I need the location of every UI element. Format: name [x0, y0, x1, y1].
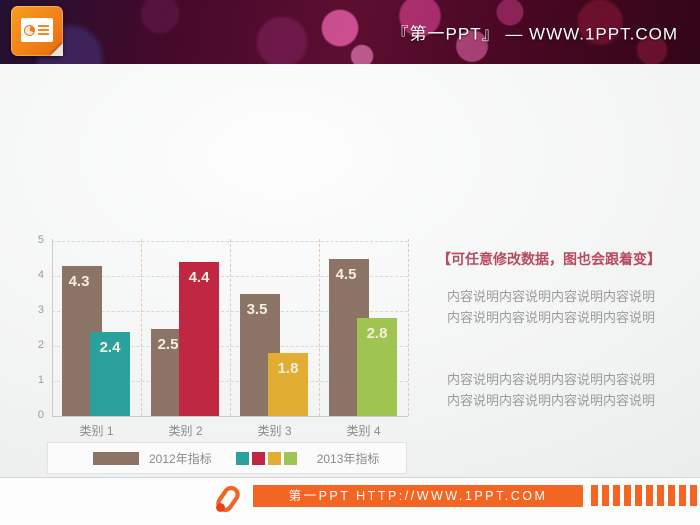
category-label: 类别 4 — [346, 424, 381, 438]
grid-line — [141, 239, 142, 416]
bar-value-label: 4.5 — [335, 265, 357, 283]
bar-value-label: 2.8 — [366, 325, 388, 342]
panel-paragraph-1: 内容说明内容说明内容说明内容说明 内容说明内容说明内容说明内容说明 — [447, 286, 667, 328]
y-axis-line — [52, 239, 53, 416]
bar-value-label: 4.4 — [188, 269, 210, 286]
site-url-link[interactable]: 第一PPT HTTP://WWW.1PPT.COM — [253, 485, 583, 507]
barcode-bar — [668, 485, 675, 506]
barcode-bar — [690, 485, 697, 506]
site-brand-text: 『第一PPT』 — WWW.1PPT.COM — [391, 24, 678, 44]
axis-tick-label: 0 — [37, 409, 44, 421]
barcode-bar — [635, 485, 642, 506]
bar-value-label: 1.8 — [277, 360, 299, 377]
powerpoint-document-icon — [11, 6, 63, 56]
x-axis-baseline — [52, 416, 408, 417]
axis-tick-label: 5 — [37, 234, 44, 246]
barcode-bar — [657, 485, 664, 506]
page-curl-decoration — [50, 43, 63, 56]
footer-bar: 第一PPT HTTP://WWW.1PPT.COM — [0, 477, 700, 525]
panel-text-line: 内容说明内容说明内容说明内容说明 — [447, 289, 656, 304]
axis-tick-label: 4 — [37, 269, 44, 281]
top-banner: 『第一PPT』 — WWW.1PPT.COM — [0, 0, 700, 64]
bar-value-label: 4.3 — [68, 272, 90, 290]
slide-thumbnail-graphic — [21, 18, 53, 42]
legend-color-square — [267, 451, 281, 465]
bar — [90, 332, 130, 416]
bar — [357, 318, 397, 416]
pie-chart-icon — [24, 24, 35, 36]
text-lines-icon — [38, 25, 49, 35]
panel-text-line: 内容说明内容说明内容说明内容说明 — [447, 372, 656, 387]
category-label: 类别 1 — [79, 424, 114, 438]
barcode-decoration — [591, 485, 700, 506]
slide-canvas: 2012年指标 2013年指标 0 1 2 3 4 5 类别 1 类别 2 类别 3 类别 4 4.… — [0, 64, 700, 477]
bar-value-label: 3.5 — [246, 300, 268, 318]
legend-swatch-2012 — [93, 451, 139, 465]
chart-legend: 2012年指标 2013年指标 — [47, 442, 407, 474]
legend-label-2012: 2012年指标 — [149, 451, 212, 466]
barcode-bar — [602, 485, 609, 506]
legend-color-square — [251, 451, 265, 465]
legend-color-square — [235, 451, 249, 465]
barcode-bar — [613, 485, 620, 506]
bar-value-label: 2.4 — [99, 339, 121, 356]
barcode-bar — [646, 485, 653, 506]
legend-swatch-2013 — [235, 451, 297, 465]
legend-label-2013: 2013年指标 — [316, 451, 380, 466]
category-label: 类别 2 — [168, 424, 203, 438]
axis-tick-label: 3 — [37, 304, 44, 316]
bar — [268, 353, 308, 416]
bar-value-label: 2.5 — [157, 335, 179, 353]
panel-title: 【可任意修改数据，图也会跟着变】 — [437, 251, 661, 267]
legend-color-square — [283, 451, 297, 465]
grid-line — [319, 239, 320, 416]
axis-tick-label: 2 — [37, 339, 44, 351]
bar — [179, 262, 219, 416]
barcode-bar — [591, 485, 598, 506]
grid-line — [230, 239, 231, 416]
axis-tick-label: 1 — [37, 374, 44, 386]
barcode-bar — [624, 485, 631, 506]
panel-text-line: 内容说明内容说明内容说明内容说明 — [447, 310, 656, 325]
category-label: 类别 3 — [257, 424, 292, 438]
panel-paragraph-2: 内容说明内容说明内容说明内容说明 内容说明内容说明内容说明内容说明 — [447, 369, 667, 411]
barcode-bar — [679, 485, 686, 506]
panel-text-line: 内容说明内容说明内容说明内容说明 — [447, 393, 656, 408]
bar-chart: 2012年指标 2013年指标 0 1 2 3 4 5 类别 1 类别 2 类别 3 类别 4 4.… — [0, 64, 700, 477]
paperclip-icon — [216, 485, 240, 513]
grid-line — [408, 239, 409, 416]
